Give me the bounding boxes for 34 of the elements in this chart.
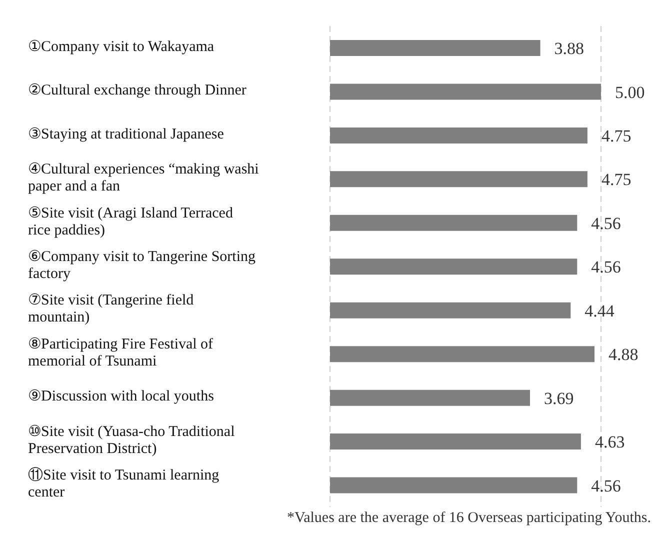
bar — [330, 302, 571, 318]
y-tick-label: ⑤Site visit (Aragi Island Terraced rice paddies) — [28, 206, 234, 239]
y-tick-label: ②Cultural exchange through Dinner — [28, 83, 246, 100]
bar — [330, 84, 601, 100]
bar — [330, 434, 581, 450]
y-tick-label: ③Staying at traditional Japanese — [28, 126, 224, 143]
bar — [330, 346, 594, 362]
y-tick-label: ⑥Company visit to Tangerine Sorting factory — [28, 249, 256, 282]
y-tick-label: ④Cultural experiences “making washi paper and a fan — [28, 162, 259, 195]
bar — [330, 390, 530, 406]
bar — [330, 171, 588, 188]
text: *Values are the average of 16 Overseas participating Youths. — [286, 510, 651, 527]
data-label: 4.75 — [601, 170, 632, 190]
bar — [330, 127, 588, 144]
y-tick-label: ⑨Discussion with local youths — [28, 389, 214, 406]
y-tick-label: ⑦Site visit (Tangerine field mountain) — [28, 293, 194, 326]
data-label: 3.88 — [554, 39, 584, 58]
bar — [330, 40, 540, 56]
data-label: 4.56 — [591, 214, 621, 233]
data-label: 4.56 — [591, 258, 621, 277]
data-label: 5.00 — [615, 82, 645, 102]
data-label: 4.56 — [591, 476, 621, 496]
y-tick-label: ⑪Site visit to Tsunami learning center — [28, 467, 220, 502]
bar — [330, 258, 578, 275]
data-label: 4.75 — [601, 126, 632, 146]
bar — [330, 214, 578, 231]
y-tick-label: ⑩Site visit (Yuasa-cho Traditional Preservation District) — [28, 424, 235, 458]
data-label: 4.44 — [584, 301, 615, 320]
data-label: 3.69 — [544, 388, 574, 408]
data-label: 4.63 — [594, 432, 625, 452]
data-label: 4.88 — [608, 345, 638, 364]
bar — [330, 477, 578, 494]
y-tick-label: ①Company visit to Wakayama — [28, 39, 214, 56]
y-tick-label: ⑧Participating Fire Festival of memorial of Tsunami — [28, 336, 214, 370]
